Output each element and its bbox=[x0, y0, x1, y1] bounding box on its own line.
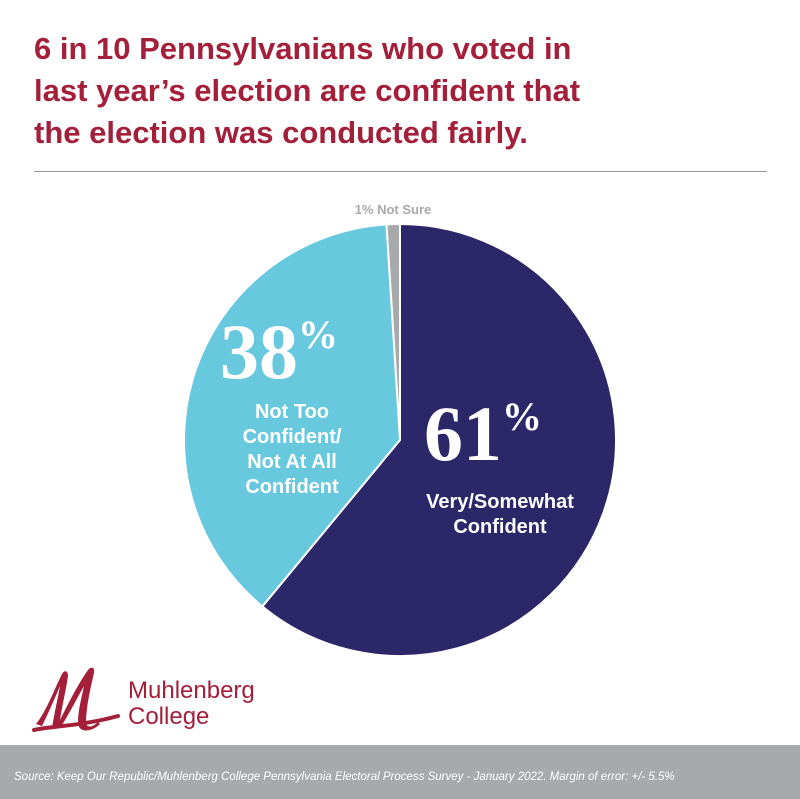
label-confident-line-2: Confident bbox=[453, 516, 547, 538]
muhlenberg-m-icon bbox=[32, 667, 120, 732]
logo-name-line-1: Muhlenberg bbox=[128, 677, 255, 704]
label-not-confident-line-1: Not Too bbox=[255, 401, 329, 423]
percent-confident: 61% bbox=[424, 390, 542, 477]
pie-chart: 1% Not Sure 38% 61% Not Too Confident/Not At… bbox=[183, 202, 617, 657]
chart-title: 6 in 10 Pennsylvanians who voted in last… bbox=[34, 28, 754, 154]
label-not-confident-line-2: Confident/ bbox=[243, 426, 342, 448]
footer-bar: Source: Keep Our Republic/Muhlenberg Col… bbox=[0, 745, 800, 799]
pie-slice-not-too-confident-not-at-all-confident bbox=[183, 223, 402, 608]
percent-not-confident: 38% bbox=[220, 308, 338, 395]
label-not-confident-line-4: Confident bbox=[245, 476, 339, 498]
title-divider bbox=[34, 171, 767, 172]
pie-slice-very-somewhat-confident bbox=[260, 222, 617, 657]
logo-name-line-2: College bbox=[128, 703, 210, 730]
muhlenberg-logo: Muhlenberg College bbox=[32, 660, 272, 732]
title-line-2: last year’s election are confident that bbox=[34, 73, 581, 108]
source-note: Source: Keep Our Republic/Muhlenberg Col… bbox=[14, 771, 675, 783]
title-line-3: the election was conducted fairly. bbox=[34, 115, 528, 150]
label-not-confident-line-3: Not At All bbox=[247, 451, 337, 473]
title-line-1: 6 in 10 Pennsylvanians who voted in bbox=[34, 31, 572, 66]
pie-slices bbox=[183, 222, 617, 657]
label-not-sure: 1% Not Sure bbox=[355, 202, 432, 217]
pie-labels: 1% Not Sure 38% 61% Not Too Confident/Not At… bbox=[220, 202, 574, 538]
label-confident-line-1: Very/Somewhat bbox=[426, 491, 574, 513]
